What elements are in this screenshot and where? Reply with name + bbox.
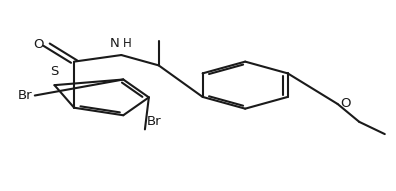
Text: Br: Br (147, 115, 162, 128)
Text: O: O (341, 96, 351, 109)
Text: S: S (50, 65, 59, 78)
Text: Br: Br (18, 89, 33, 102)
Text: O: O (33, 38, 44, 51)
Text: N: N (110, 37, 119, 50)
Text: H: H (123, 37, 132, 50)
